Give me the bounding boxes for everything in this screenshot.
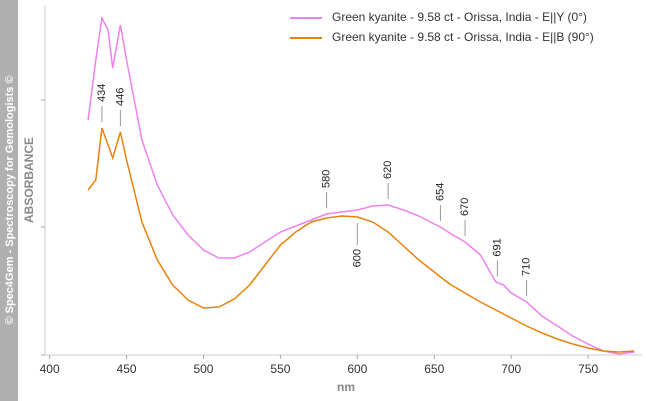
- series-line: [87, 127, 635, 353]
- legend-label: Green kyanite - 9.58 ct - Orissa, India …: [332, 30, 594, 44]
- x-axis-label: nm: [337, 380, 355, 394]
- peak-label: 434: [96, 84, 108, 102]
- peak-label: 654: [434, 183, 446, 201]
- x-tick-label: 600: [347, 362, 367, 376]
- peak-label: 620: [382, 161, 394, 179]
- watermark: © Spec4Gem - Spectroscopy for Gemologist…: [4, 75, 16, 324]
- x-tick-label: 750: [578, 362, 598, 376]
- x-tick-label: 400: [40, 362, 60, 376]
- peak-label: 670: [459, 198, 471, 216]
- y-axis-label: ABSORBANCE: [22, 137, 36, 223]
- peak-label: 691: [491, 238, 503, 256]
- peak-label: 580: [320, 170, 332, 188]
- peak-label: 446: [114, 88, 126, 106]
- peak-label: 710: [521, 258, 533, 276]
- legend-label: Green kyanite - 9.58 ct - Orissa, India …: [332, 10, 587, 24]
- x-tick-label: 500: [193, 362, 213, 376]
- x-tick-label: 700: [501, 362, 521, 376]
- series-line: [87, 15, 635, 355]
- x-tick-label: 450: [117, 362, 137, 376]
- x-tick-label: 550: [270, 362, 290, 376]
- watermark-bar: [0, 0, 18, 401]
- peak-label: 600: [351, 249, 363, 267]
- x-tick-label: 650: [424, 362, 444, 376]
